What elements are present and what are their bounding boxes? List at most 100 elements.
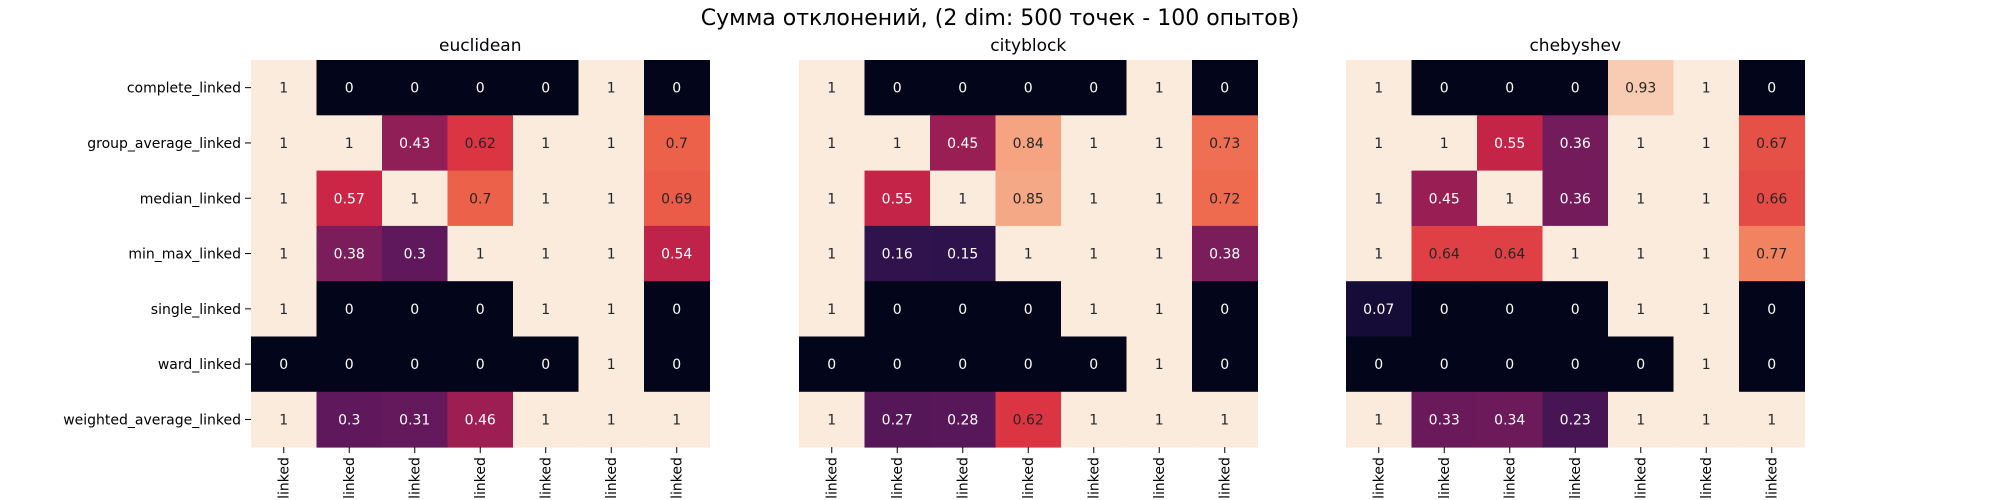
cell-label: 1 [410, 191, 419, 207]
cell-label: 1 [672, 412, 681, 428]
heatmap-cell [930, 225, 996, 282]
heatmap-cell [578, 115, 645, 172]
x-tick-label: linked [1699, 457, 1715, 499]
heatmap-cell [1061, 336, 1127, 393]
heatmap-cell [1739, 225, 1805, 282]
heatmap-cell [382, 170, 448, 227]
cell-label: 1 [958, 191, 967, 207]
cell-label: 1 [541, 412, 550, 428]
heatmap-cell [1192, 115, 1258, 172]
heatmap-cell [799, 225, 865, 282]
cell-label: 0.23 [1560, 412, 1591, 428]
cell-label: 0 [672, 357, 681, 373]
heatmap-cell [578, 391, 645, 448]
heatmap-cell [1739, 170, 1805, 227]
cell-label: 0.34 [1494, 412, 1525, 428]
cell-label: 1 [1155, 247, 1164, 263]
heatmap-cell [316, 170, 383, 227]
cell-label: 0.7 [469, 191, 491, 207]
cell-label: 0.69 [661, 191, 692, 207]
heatmap-cell [382, 225, 448, 282]
cell-label: 0.67 [1756, 136, 1787, 152]
cell-label: 1 [1089, 247, 1098, 263]
cell-label: 1 [279, 302, 288, 318]
cell-label: 1 [1089, 412, 1098, 428]
x-tick-label: linked [1372, 457, 1388, 499]
heatmap-cell [1608, 391, 1674, 448]
cell-label: 1 [607, 412, 616, 428]
cell-label: 1 [476, 247, 485, 263]
y-tick-label: complete_linked [127, 81, 241, 97]
cell-label: 1 [1702, 191, 1711, 207]
panel-title: cityblock [990, 36, 1066, 56]
heatmap-cell [578, 225, 645, 282]
cell-label: 0.7 [666, 136, 688, 152]
heatmap-cell [316, 115, 383, 172]
y-tick-label: ward_linked [158, 357, 241, 373]
cell-label: 0 [1505, 302, 1514, 318]
cell-label: 0.16 [882, 247, 913, 263]
cell-label: 1 [827, 136, 836, 152]
cell-label: 1 [1220, 412, 1229, 428]
heatmap-cell [447, 60, 514, 116]
heatmap-cell [1542, 115, 1609, 172]
cell-label: 0.57 [334, 191, 365, 207]
cell-label: 0.07 [1363, 302, 1394, 318]
cell-label: 0.38 [334, 247, 365, 263]
cell-label: 0 [958, 81, 967, 97]
cell-label: 0 [893, 81, 902, 97]
heatmap-cell [995, 170, 1062, 227]
heatmap-cell [316, 60, 383, 116]
x-tick-label: linked [1021, 457, 1037, 499]
cell-label: 0.15 [947, 247, 978, 263]
heatmap-cell [1477, 170, 1543, 227]
heatmap-cell [1126, 281, 1193, 337]
heatmap-cell [1411, 225, 1478, 282]
cell-label: 0 [410, 357, 419, 373]
heatmap-cell [864, 60, 931, 116]
x-tick-label: linked [1568, 457, 1584, 499]
x-tick-label: linked [956, 457, 972, 499]
heatmap-cell [1346, 60, 1412, 116]
figure-title: Сумма отклонений, (2 dim: 500 точек - 10… [700, 6, 1300, 31]
heatmap-cell [995, 281, 1062, 337]
heatmap-cell [995, 225, 1062, 282]
heatmap-cell [1673, 60, 1740, 116]
heatmap-cell [1346, 281, 1412, 337]
cell-label: 0 [827, 357, 836, 373]
cell-label: 0 [1636, 357, 1645, 373]
heatmap-cell [1477, 336, 1543, 393]
heatmap-cell [1477, 225, 1543, 282]
cell-label: 1 [1702, 136, 1711, 152]
heatmap-cell [1126, 225, 1193, 282]
heatmap-cell [1673, 336, 1740, 393]
heatmap-cell [251, 170, 317, 227]
heatmap-cell [382, 60, 448, 116]
cell-label: 0.43 [399, 136, 430, 152]
heatmap-cell [995, 60, 1062, 116]
heatmap-cell [382, 281, 448, 337]
heatmap-cell [316, 225, 383, 282]
heatmap-cell [1061, 115, 1127, 172]
heatmap-cell [1477, 60, 1543, 116]
heatmap-cell [513, 170, 579, 227]
heatmap-cell [1126, 115, 1193, 172]
cell-label: 1 [1440, 136, 1449, 152]
cell-label: 1 [607, 81, 616, 97]
cell-label: 0 [410, 302, 419, 318]
heatmap-cell [644, 281, 710, 337]
cell-label: 1 [1702, 302, 1711, 318]
heatmap-cell [644, 170, 710, 227]
heatmap-cell [513, 281, 579, 337]
x-tick-label: linked [670, 457, 686, 499]
cell-label: 1 [1155, 302, 1164, 318]
heatmap-cell [864, 336, 931, 393]
heatmap-cell [864, 115, 931, 172]
cell-label: 1 [1636, 247, 1645, 263]
heatmap-cell [1608, 170, 1674, 227]
heatmap-cell [1346, 225, 1412, 282]
heatmap-cell [1739, 60, 1805, 116]
cell-label: 0.93 [1625, 81, 1656, 97]
cell-label: 0 [893, 302, 902, 318]
y-tick-label: weighted_average_linked [63, 412, 241, 428]
